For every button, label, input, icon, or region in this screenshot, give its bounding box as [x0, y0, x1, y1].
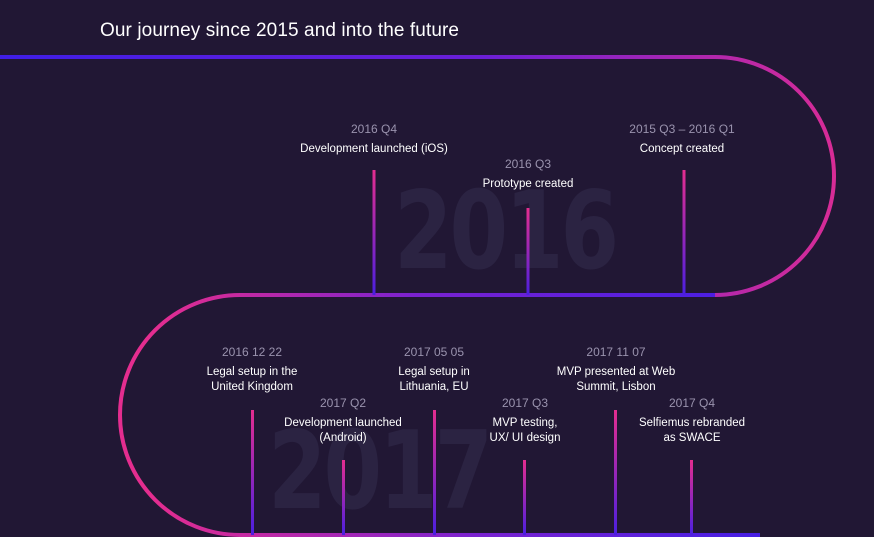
milestone-date: 2017 Q4 [668, 396, 716, 410]
stem [690, 460, 693, 535]
milestone-date: 2017 Q2 [319, 396, 367, 410]
milestone-date: 2017 05 05 [403, 345, 465, 359]
milestone-2017-q2: 2017 Q2 Development launched (Android) [243, 396, 443, 446]
stem [342, 460, 345, 535]
milestone-text: Selfiemus rebranded as SWACE [638, 417, 746, 444]
milestone-concept: 2015 Q3 – 2016 Q1 Concept created [582, 122, 782, 157]
milestone-text: MVP testing, UX/ UI design [489, 417, 561, 444]
stem [523, 460, 526, 535]
milestone-uk-legal: 2016 12 22 Legal setup in the United Kin… [152, 345, 352, 395]
milestone-text: Prototype created [482, 178, 574, 190]
milestone-text: Development launched (Android) [284, 417, 402, 444]
stem [614, 410, 617, 535]
milestone-text: Development launched (iOS) [300, 143, 448, 155]
year-watermark-2016: 2016 [394, 169, 619, 294]
track-segment-top [0, 55, 836, 297]
stem [682, 170, 686, 295]
milestone-date: 2015 Q3 – 2016 Q1 [629, 122, 735, 136]
milestone-web-summit: 2017 11 07 MVP presented at Web Summit, … [516, 345, 716, 395]
stem [526, 208, 530, 295]
milestone-2016-q3: 2016 Q3 Prototype created [428, 157, 628, 192]
stem [433, 410, 436, 535]
milestone-2016-q4: 2016 Q4 Development launched (iOS) [274, 122, 474, 157]
milestone-date: 2017 Q3 [501, 396, 549, 410]
page-title: Our journey since 2015 and into the futu… [100, 20, 460, 41]
year-watermark-2017: 2017 [268, 409, 493, 534]
milestone-text: MVP presented at Web Summit, Lisbon [556, 366, 676, 393]
milestone-date: 2016 12 22 [221, 345, 283, 359]
milestone-text: Legal setup in Lithuania, EU [398, 366, 470, 393]
stem [372, 170, 376, 295]
track-segment-bottom [118, 293, 760, 537]
milestone-lt-legal: 2017 05 05 Legal setup in Lithuania, EU [334, 345, 534, 395]
milestone-text: Legal setup in the United Kingdom [206, 366, 298, 393]
milestone-text: Concept created [639, 143, 725, 155]
stem [251, 410, 254, 535]
milestone-2017-q4: 2017 Q4 Selfiemus rebranded as SWACE [592, 396, 792, 446]
milestone-2017-q3: 2017 Q3 MVP testing, UX/ UI design [425, 396, 625, 446]
milestone-date: 2017 11 07 [586, 345, 646, 359]
milestone-date: 2016 Q3 [504, 157, 552, 171]
milestone-date: 2016 Q4 [350, 122, 398, 136]
